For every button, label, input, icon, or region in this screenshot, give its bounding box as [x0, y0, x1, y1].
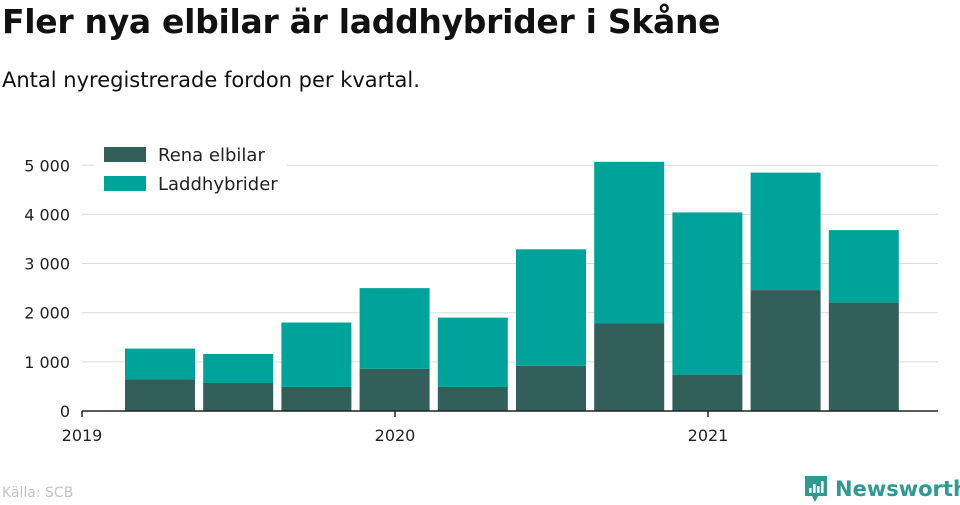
newsworthy-logo-icon	[805, 476, 827, 502]
bar-laddhybrider	[437, 317, 508, 387]
x-tick-label: 2020	[375, 426, 416, 445]
legend-label: Rena elbilar	[158, 145, 265, 166]
bar-laddhybrider	[750, 172, 821, 291]
legend-swatch-laddhybrider	[104, 176, 146, 191]
bar-rena-elbilar	[437, 386, 508, 411]
bar-laddhybrider	[672, 212, 743, 375]
chart-subtitle: Antal nyregistrerade fordon per kvartal.	[2, 68, 420, 92]
y-tick-label: 1 000	[24, 353, 70, 372]
y-tick-label: 2 000	[24, 304, 70, 323]
bar-rena-elbilar	[125, 379, 195, 411]
bar-rena-elbilar	[516, 365, 586, 411]
chart-title: Fler nya elbilar är laddhybrider i Skåne	[2, 2, 721, 41]
x-tick-label: 2019	[62, 426, 103, 445]
legend-swatch-rena-elbilar	[104, 147, 146, 162]
brand-name: Newsworthy	[835, 477, 960, 501]
bar-rena-elbilar	[359, 368, 430, 411]
legend-label: Laddhybrider	[158, 174, 278, 195]
bar-rena-elbilar	[750, 290, 821, 411]
bar-laddhybrider	[203, 353, 274, 383]
y-tick-label: 3 000	[24, 255, 70, 274]
y-tick-label: 4 000	[24, 205, 70, 224]
bar-rena-elbilar	[281, 386, 352, 411]
y-tick-label: 5 000	[24, 156, 70, 175]
bar-laddhybrider	[359, 288, 430, 369]
bar-rena-elbilar	[828, 302, 899, 411]
bar-laddhybrider	[516, 249, 586, 366]
source-note: Källa: SCB	[2, 485, 74, 501]
bar-laddhybrider	[828, 230, 899, 303]
y-tick-label: 0	[60, 402, 70, 421]
bar-laddhybrider	[125, 348, 195, 380]
bar-rena-elbilar	[594, 323, 665, 411]
x-tick-label: 2021	[688, 426, 729, 445]
bar-laddhybrider	[594, 161, 665, 324]
bar-laddhybrider	[281, 322, 352, 387]
brand-logo: Newsworthy	[803, 474, 960, 504]
bar-rena-elbilar	[203, 382, 274, 411]
bar-rena-elbilar	[672, 374, 743, 411]
